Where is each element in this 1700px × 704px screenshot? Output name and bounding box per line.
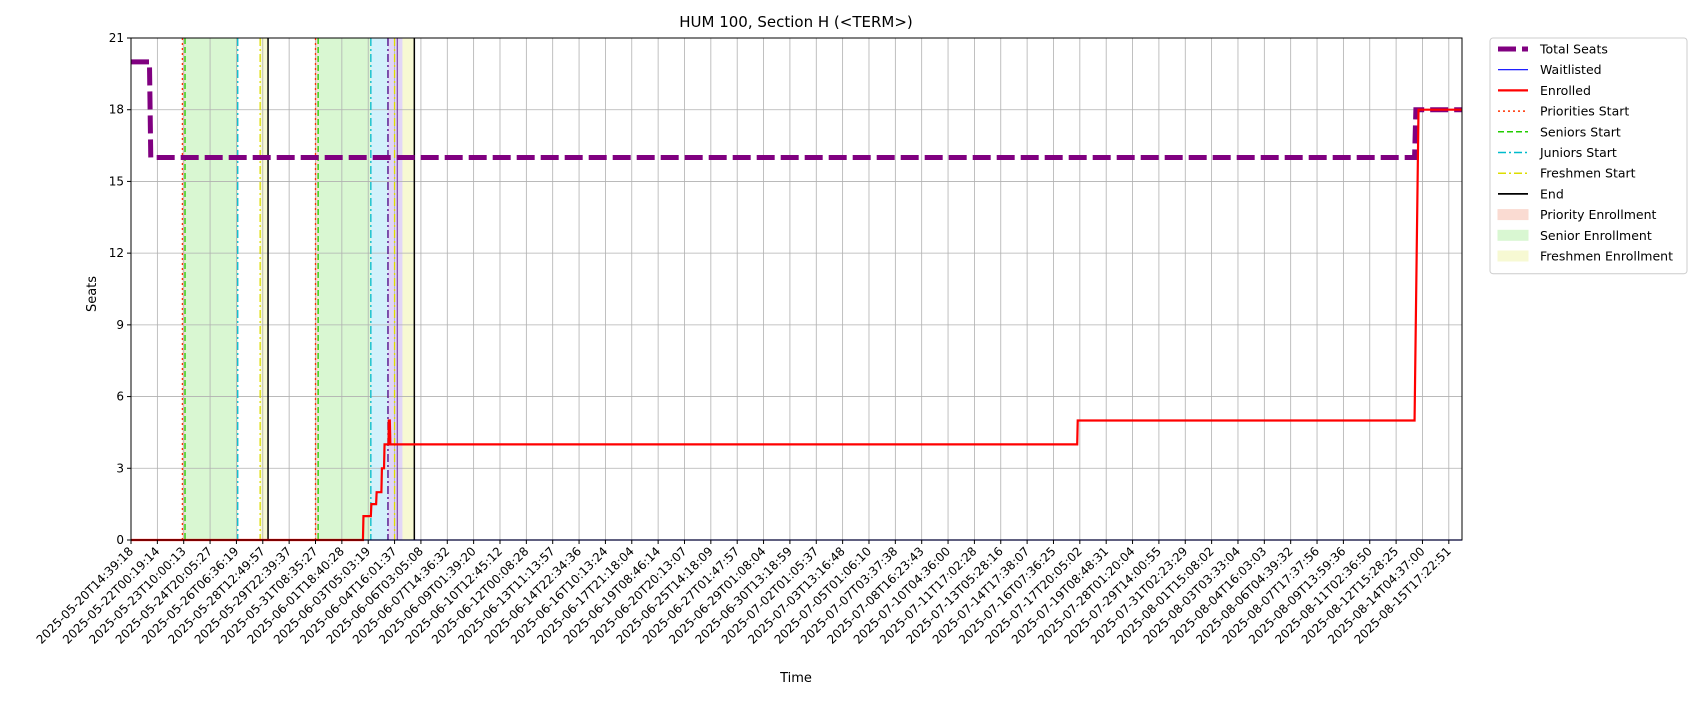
series-enrolled bbox=[131, 108, 1462, 542]
legend-label-senior-enrollment: Senior Enrollment bbox=[1540, 228, 1652, 243]
shade-senior-enrollment-1 bbox=[185, 38, 238, 540]
legend: Total Seats Waitlisted Enrolled Priorities … bbox=[1489, 37, 1688, 275]
legend-label-freshmen-enrollment: Freshmen Enrollment bbox=[1540, 249, 1673, 264]
y-axis-ticks: 0 3 6 9 12 15 18 21 bbox=[109, 31, 131, 547]
chart-title: HUM 100, Section H (<TERM>) bbox=[679, 13, 913, 31]
legend-label-seniors-start: Seniors Start bbox=[1540, 124, 1621, 139]
y-axis-label: Seats bbox=[85, 276, 100, 312]
y-tick-label-5: 15 bbox=[109, 174, 124, 188]
shade-sophomore-enrollment-6 bbox=[387, 38, 403, 540]
y-tick-label-6: 18 bbox=[109, 103, 124, 117]
y-tick-label-1: 3 bbox=[116, 461, 124, 475]
legend-box bbox=[1489, 37, 1688, 275]
shade-freshmen-enrollment-7 bbox=[402, 38, 415, 540]
y-tick-label-3: 9 bbox=[116, 318, 124, 332]
legend-label-waitlisted: Waitlisted bbox=[1540, 62, 1602, 77]
legend-label-priorities-start: Priorities Start bbox=[1540, 104, 1629, 119]
x-axis-ticks: 2025-05-20T14:39:182025-05-22T00:19:1420… bbox=[34, 540, 1454, 647]
legend-label-freshmen-start: Freshmen Start bbox=[1540, 166, 1636, 181]
shade-juniors-enrollment-5 bbox=[370, 38, 388, 540]
phase-lines bbox=[181, 38, 416, 540]
x-axis-label: Time bbox=[779, 671, 812, 686]
shade-freshmen-enrollment-2 bbox=[260, 38, 269, 540]
legend-label-juniors-start: Juniors Start bbox=[1539, 145, 1617, 160]
legend-label-enrolled: Enrolled bbox=[1540, 83, 1591, 98]
y-tick-label-2: 6 bbox=[116, 390, 124, 404]
shade-senior-enrollment-4 bbox=[318, 38, 371, 540]
legend-label-end: End bbox=[1540, 186, 1564, 201]
shaded-regions bbox=[182, 38, 415, 540]
y-tick-label-7: 21 bbox=[109, 31, 124, 45]
y-tick-label-0: 0 bbox=[116, 533, 124, 547]
plot-frame bbox=[130, 37, 1463, 541]
y-tick-label-4: 12 bbox=[109, 246, 124, 260]
legend-swatch-senior-enrollment bbox=[1497, 229, 1529, 241]
legend-swatch-priority-enrollment bbox=[1497, 209, 1529, 221]
legend-label-total-seats: Total Seats bbox=[1539, 42, 1608, 57]
shade-priority-enrollment-3 bbox=[315, 38, 319, 540]
legend-swatch-freshmen-enrollment bbox=[1497, 250, 1529, 262]
legend-label-priority-enrollment: Priority Enrollment bbox=[1540, 207, 1657, 222]
